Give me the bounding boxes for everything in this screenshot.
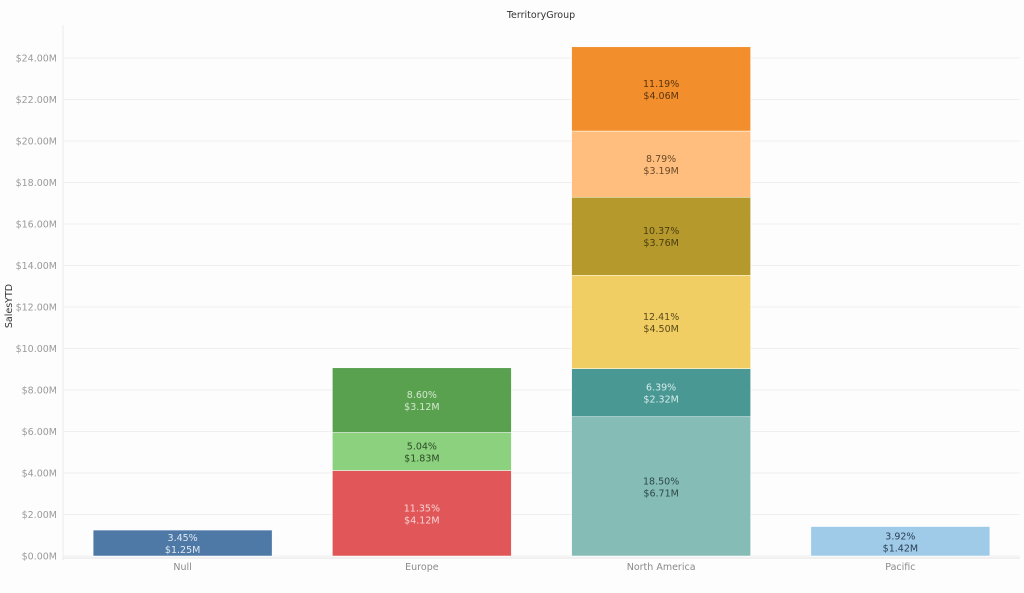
y-tick-label: $12.00M xyxy=(16,303,57,314)
bar-segment[interactable] xyxy=(332,470,512,557)
segment-value-label: $1.83M xyxy=(404,454,439,465)
y-axis-label: SalesYTD xyxy=(4,284,15,328)
y-tick-label: $20.00M xyxy=(16,137,57,148)
bar-segment[interactable] xyxy=(332,367,512,433)
segment-value-label: $3.19M xyxy=(643,166,678,177)
segment-percent-label: 18.50% xyxy=(643,476,679,487)
segment-percent-label: 8.79% xyxy=(646,154,676,165)
segment-percent-label: 12.41% xyxy=(643,312,679,323)
segment-percent-label: 3.45% xyxy=(168,533,198,544)
segment-value-label: $2.32M xyxy=(643,395,678,406)
x-tick-label: Europe xyxy=(405,562,439,573)
y-tick-label: $2.00M xyxy=(22,510,57,521)
y-tick-label: $24.00M xyxy=(16,54,57,65)
y-tick-label: $0.00M xyxy=(22,552,57,563)
bar-segment[interactable] xyxy=(571,196,751,276)
x-tick-label: North America xyxy=(627,562,696,573)
segment-value-label: $4.50M xyxy=(643,324,678,335)
segment-percent-label: 11.35% xyxy=(404,503,440,514)
segment-value-label: $3.12M xyxy=(404,402,439,413)
chart-title: TerritoryGroup xyxy=(506,10,575,21)
segment-percent-label: 8.60% xyxy=(407,390,437,401)
segment-percent-label: 11.19% xyxy=(643,79,679,90)
segment-percent-label: 10.37% xyxy=(643,226,679,237)
y-tick-label: $14.00M xyxy=(16,261,57,272)
segment-value-label: $6.71M xyxy=(643,488,678,499)
bar-segment[interactable] xyxy=(92,529,273,557)
bar-segment[interactable] xyxy=(332,432,512,471)
y-tick-label: $10.00M xyxy=(16,344,57,355)
y-tick-label: $6.00M xyxy=(22,427,57,438)
y-tick-label: $8.00M xyxy=(22,386,57,397)
x-axis: Null Europe North America Pacific xyxy=(63,557,1020,573)
segment-percent-label: 6.39% xyxy=(646,383,676,394)
x-tick-label: Pacific xyxy=(885,562,915,573)
segment-value-label: $4.12M xyxy=(404,515,439,526)
bar-segment[interactable] xyxy=(571,368,751,418)
bar-segment[interactable] xyxy=(571,416,751,557)
segment-value-label: $1.25M xyxy=(165,545,200,556)
gridlines: $0.00M $2.00M $4.00M $6.00M $8.00M $10.00M $12… xyxy=(16,25,1020,563)
y-tick-label: $22.00M xyxy=(16,95,57,106)
segment-percent-label: 5.04% xyxy=(407,442,437,453)
segment-value-label: $4.06M xyxy=(643,91,678,102)
x-tick-label: Null xyxy=(173,562,191,573)
bar-segment[interactable] xyxy=(571,275,751,369)
segment-value-label: $3.76M xyxy=(643,238,678,249)
segment-percent-label: 3.92% xyxy=(885,531,915,542)
y-tick-label: $16.00M xyxy=(16,220,57,231)
y-tick-label: $18.00M xyxy=(16,178,57,189)
y-tick-label: $4.00M xyxy=(22,469,57,480)
bar-segment[interactable] xyxy=(810,526,991,557)
segment-value-label: $1.42M xyxy=(883,543,918,554)
bars: 3.45%$1.25M11.35%$4.12M5.04%$1.83M8.60%$… xyxy=(92,46,991,557)
bar-segment[interactable] xyxy=(571,46,751,132)
bar-segment[interactable] xyxy=(571,130,751,198)
